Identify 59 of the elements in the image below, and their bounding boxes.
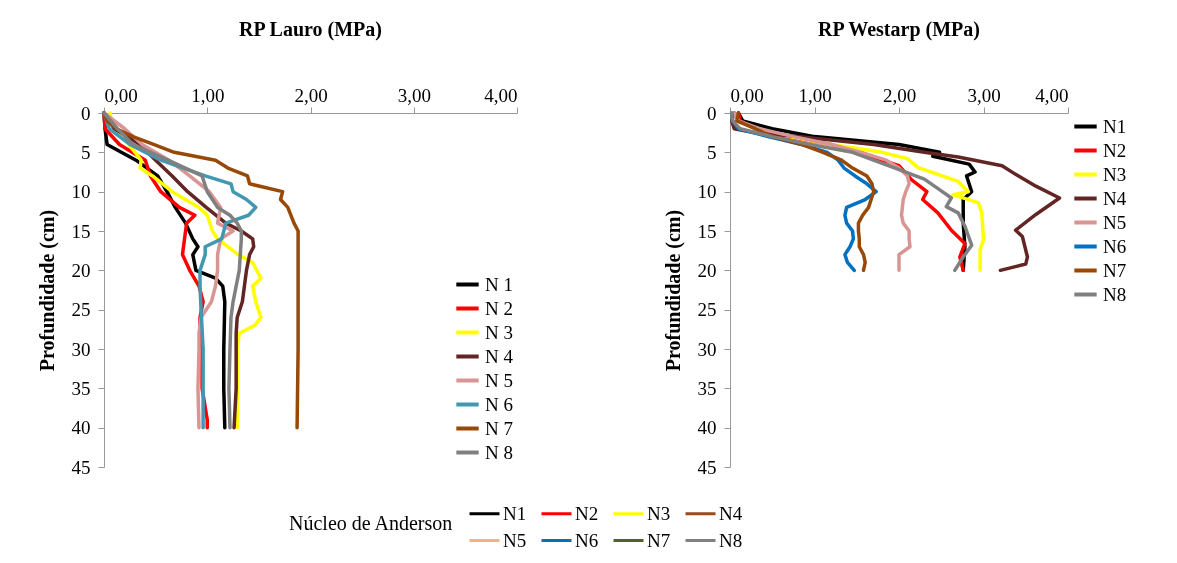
legend-label: N7 [647,529,671,551]
x-tick-label: 2,00 [882,84,917,106]
y-tick-label: 40 [71,417,91,439]
legend-label: N7 [1103,259,1127,281]
y-tick-label: 0 [707,102,717,124]
legend-label: N6 [575,529,599,551]
y-tick-label: 45 [697,456,717,478]
legend-label: N1 [1103,115,1127,137]
y-tick-label: 5 [81,141,91,163]
legend-label: N4 [719,502,743,524]
y-tick-label: 15 [71,220,91,242]
y-tick-label: 20 [697,259,717,281]
legend-label: N 4 [485,345,514,367]
y-tick-label: 10 [697,181,717,203]
y-tick-label: 35 [71,377,91,399]
legend-label: N 8 [485,441,513,463]
legend-label: N4 [1103,187,1127,209]
legend-label: N5 [503,529,527,551]
y-tick-label: 10 [71,181,91,203]
y-tick-label: 5 [707,141,717,163]
y-tick-label: 35 [697,377,717,399]
x-tick-label: 4,00 [1035,84,1069,106]
x-tick-label: 0,00 [730,84,764,106]
y-tick-label: 30 [697,338,717,360]
y-tick-label: 40 [697,417,717,439]
y-tick-label: 30 [71,338,91,360]
legend-label: N2 [1103,139,1127,161]
x-tick-label: 2,00 [294,84,328,106]
x-tick-label: 1,00 [798,84,832,106]
legend-label: N6 [1103,235,1127,257]
legend-label: N3 [1103,163,1127,185]
legend-label: N 7 [485,417,513,439]
legend-label: N2 [575,502,599,524]
legend-label: N1 [503,502,527,524]
legend-label: N5 [1103,211,1127,233]
x-tick-label: 3,00 [967,84,1001,106]
legend-label: N8 [1103,283,1127,305]
chart-title: RP Lauro (MPa) [239,18,382,41]
y-axis-title: Profundidade (cm) [35,209,59,372]
y-tick-label: 25 [697,299,717,321]
legend-label: N 3 [485,321,513,343]
x-tick-label: 3,00 [397,84,431,106]
legend-label: N 6 [485,393,513,415]
legend-label: N8 [719,529,743,551]
legend-title: Núcleo de Anderson [289,512,453,534]
y-axis-title: Profundidade (cm) [661,209,685,372]
x-tick-label: 0,00 [104,84,138,106]
chart-title: RP Westarp (MPa) [818,18,980,41]
y-tick-label: 45 [71,456,91,478]
legend-label: N 1 [485,273,513,295]
legend-label: N 5 [485,369,513,391]
y-tick-label: 20 [71,259,91,281]
y-tick-label: 0 [81,102,91,124]
x-tick-label: 4,00 [484,84,518,106]
y-tick-label: 25 [71,299,91,321]
x-tick-label: 1,00 [191,84,225,106]
y-tick-label: 15 [697,220,717,242]
legend-label: N 2 [485,297,513,319]
legend-label: N3 [647,502,671,524]
